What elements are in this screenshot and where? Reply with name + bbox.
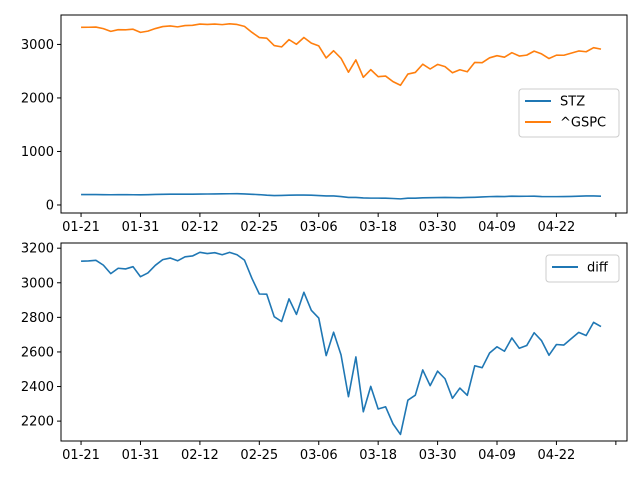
bottom-x-tick-label: 02-12 [181, 448, 219, 463]
top-y-tick-label: 1000 [21, 145, 54, 160]
top-x-tick-label: 04-09 [478, 220, 516, 235]
top-chart-y-ticks: 0 1000 2000 3000 [21, 38, 61, 213]
top-series-line-gspc [81, 22, 602, 87]
bottom-chart-panel: 01-21 01-31 02-12 02-25 03-06 03-18 03-30 04-09… [21, 242, 628, 463]
bottom-x-tick-label: 01-21 [62, 448, 100, 463]
bottom-chart-series [81, 251, 602, 436]
bottom-y-tick-label: 2600 [21, 345, 54, 360]
top-y-tick-label: 3000 [21, 38, 54, 53]
top-y-tick-label: 2000 [21, 91, 54, 106]
top-chart-x-ticks: 01-21 01-31 02-12 02-25 03-06 03-18 03-30 04-09… [62, 213, 617, 235]
top-legend-label: STZ [560, 95, 585, 110]
top-chart-series [81, 22, 602, 200]
top-y-tick-label: 0 [46, 198, 54, 213]
bottom-x-tick-label: 03-06 [300, 448, 338, 463]
bottom-x-tick-label: 03-18 [359, 448, 397, 463]
bottom-y-tick-label: 2200 [21, 415, 54, 430]
top-chart-panel: 01-21 01-31 02-12 02-25 03-06 03-18 03-30 04-09… [21, 14, 628, 235]
bottom-y-tick-label: 3200 [21, 242, 54, 257]
top-x-tick-label: 01-21 [62, 220, 100, 235]
bottom-chart-axes-frame [60, 242, 628, 442]
top-x-tick-label: 04-22 [538, 220, 576, 235]
bottom-y-tick-label: 3000 [21, 276, 54, 291]
top-chart-legend: STZ ^GSPC [518, 88, 620, 138]
bottom-chart-y-ticks: 2200 2400 2600 2800 3000 3200 [21, 242, 61, 430]
bottom-legend-box [545, 254, 620, 283]
bottom-chart-legend: diff [545, 254, 620, 283]
bottom-x-tick-label: 01-31 [122, 448, 160, 463]
bottom-x-tick-label: 04-22 [538, 448, 576, 463]
top-x-tick-label: 03-18 [359, 220, 397, 235]
top-chart-axes-frame [60, 14, 628, 214]
bottom-x-tick-label: 04-09 [478, 448, 516, 463]
bottom-x-tick-label: 03-30 [419, 448, 457, 463]
top-x-tick-label: 02-12 [181, 220, 219, 235]
top-x-tick-label: 03-30 [419, 220, 457, 235]
bottom-legend-label: diff [587, 261, 609, 276]
bottom-y-tick-label: 2400 [21, 380, 54, 395]
bottom-series-line-diff [81, 251, 602, 436]
bottom-y-tick-label: 2800 [21, 311, 54, 326]
bottom-chart-x-ticks: 01-21 01-31 02-12 02-25 03-06 03-18 03-30 04-09… [62, 441, 617, 463]
top-x-tick-label: 01-31 [122, 220, 160, 235]
top-series-line-stz [81, 192, 602, 200]
bottom-x-tick-label: 02-25 [240, 448, 278, 463]
top-x-tick-label: 03-06 [300, 220, 338, 235]
top-x-tick-label: 02-25 [240, 220, 278, 235]
top-legend-label: ^GSPC [560, 116, 606, 131]
